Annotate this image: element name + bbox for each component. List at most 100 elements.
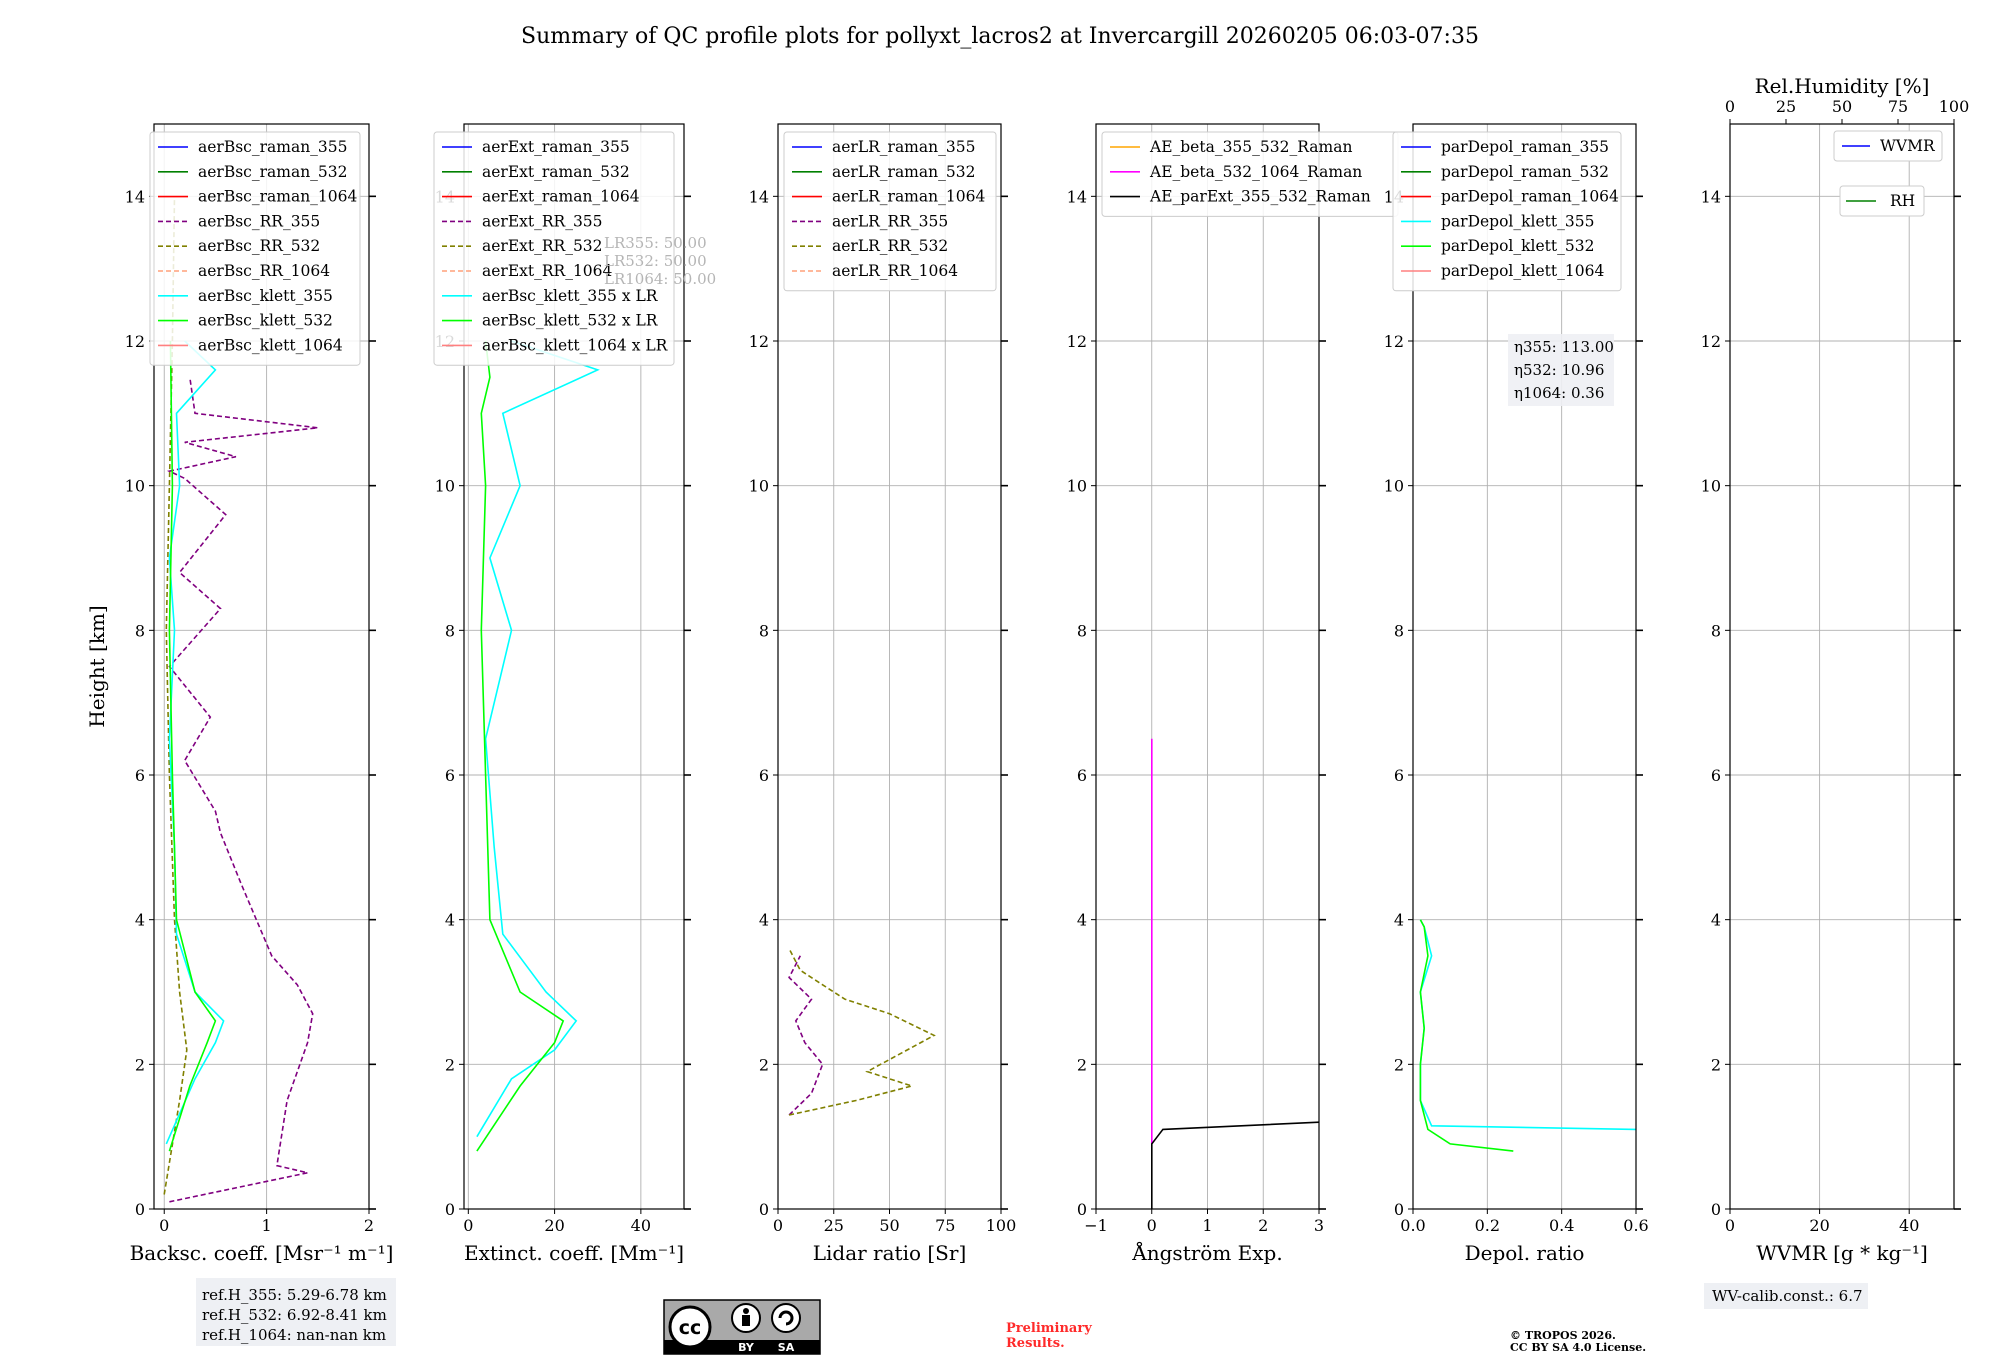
y-tick-label: 10	[749, 477, 769, 496]
y-tick-label: 6	[135, 766, 145, 785]
legend-label-RH: RH	[1890, 192, 1915, 210]
axes-frame	[1412, 123, 1637, 1210]
x-tick-label: 75	[935, 1216, 955, 1235]
figure-title: Summary of QC profile plots for pollyxt_…	[521, 24, 1479, 49]
series-line-aerLR_RR_355	[788, 955, 824, 1116]
series-line-aerLR_RR_532	[788, 948, 936, 1116]
y-tick-label: 6	[759, 766, 769, 785]
y-tick-label: 6	[1077, 766, 1087, 785]
legend-label-aerLR_RR_532: aerLR_RR_532	[832, 237, 948, 255]
y-tick-label: 4	[759, 911, 769, 930]
axes-frame	[1729, 123, 1955, 1210]
wv-calib-box: WV-calib.const.: 6.7	[1704, 1283, 1868, 1309]
legend-label-aerBsc_raman_1064: aerBsc_raman_1064	[198, 188, 358, 206]
ref-h-355: ref.H_355: 5.29-6.78 km	[202, 1286, 387, 1304]
legend-label-aerLR_RR_1064: aerLR_RR_1064	[832, 262, 958, 280]
panel-lidar-ratio: 0 2 4 6 8 10 12 14 0 25 50 75 100 Lidar ratio [Sr] aer…	[749, 123, 1016, 1265]
legend-label-aerExt_RR_355: aerExt_RR_355	[482, 212, 603, 230]
share-alike-arrow	[778, 1310, 794, 1326]
y-tick-label: 10	[1067, 477, 1087, 496]
legend-label-AE_beta_355_532_Raman: AE_beta_355_532_Raman	[1149, 138, 1352, 156]
legend-label-aerBsc_klett_532: aerBsc_klett_532	[198, 312, 333, 330]
top-x-tick-label: 100	[1939, 97, 1970, 116]
y-tick-label: 0	[759, 1200, 769, 1219]
share-alike-icon	[771, 1303, 801, 1333]
y-tick-label: 0	[135, 1200, 145, 1219]
panel-wvmr: 0 2 4 6 8 10 12 14 0 20 40 WVMR [g * kg⁻¹] 0 25 50 75 10…	[1701, 74, 1970, 1265]
preliminary-line2: Results.	[1006, 1336, 1065, 1351]
legend-label-aerBsc_RR_532: aerBsc_RR_532	[198, 237, 320, 255]
legend-box	[1839, 185, 1925, 217]
y-tick-label: 0	[1711, 1200, 1721, 1219]
legend-label-AE_beta_532_1064_Raman: AE_beta_532_1064_Raman	[1149, 163, 1362, 181]
y-tick-label: 6	[1711, 766, 1721, 785]
x-tick-label: 0.0	[1400, 1216, 1425, 1235]
y-tick-label: 12	[1384, 332, 1404, 351]
legend-label-aerBsc_RR_355: aerBsc_RR_355	[198, 212, 320, 230]
eta-annotation: η355: 113.00	[1514, 338, 1614, 356]
legend-label-aerExt_RR_532: aerExt_RR_532	[482, 237, 603, 255]
x-axis-label: Backsc. coeff. [Msr⁻¹ m⁻¹]	[130, 1241, 394, 1265]
x-tick-label: 40	[1899, 1216, 1919, 1235]
series-line-aerBsc_klett_355 x LR	[476, 340, 600, 1138]
axes-frame	[463, 123, 685, 1210]
top-x-tick-label: 25	[1776, 97, 1796, 116]
lr-annotation: LR532: 50.00	[604, 252, 707, 270]
y-axis-label: Height [km]	[85, 605, 109, 727]
legend-label-parDepol_klett_1064: parDepol_klett_1064	[1441, 262, 1604, 280]
x-axis-label: Ångström Exp.	[1131, 1240, 1282, 1265]
legend-label-parDepol_raman_355: parDepol_raman_355	[1441, 138, 1609, 156]
legend-box	[783, 131, 997, 292]
y-tick-label: 12	[749, 332, 769, 351]
x-tick-label: 1	[262, 1216, 272, 1235]
series-line-aerBsc_klett_355	[165, 340, 225, 1145]
legend-label-aerLR_raman_355: aerLR_raman_355	[832, 138, 975, 156]
legend-label-parDepol_raman_1064: parDepol_raman_1064	[1441, 188, 1619, 206]
x-axis-label: Lidar ratio [Sr]	[813, 1241, 967, 1265]
wv-calib-const: WV-calib.const.: 6.7	[1712, 1287, 1863, 1305]
legend-label-aerBsc_klett_1064: aerBsc_klett_1064	[198, 336, 343, 354]
x-tick-label: 0	[463, 1216, 473, 1235]
y-tick-label: 8	[1077, 621, 1087, 640]
top-x-tick-label: 0	[1725, 97, 1735, 116]
x-tick-label: 20	[544, 1216, 564, 1235]
legend-label-aerBsc_raman_532: aerBsc_raman_532	[198, 163, 348, 181]
y-tick-label: 2	[135, 1055, 145, 1074]
wv-calib-box-bg	[1704, 1283, 1868, 1309]
y-tick-label: 12	[1067, 332, 1087, 351]
series-line-parDepol_klett_532	[1419, 919, 1514, 1152]
legend-label-aerBsc_raman_355: aerBsc_raman_355	[198, 138, 348, 156]
x-tick-label: 0	[1725, 1216, 1735, 1235]
y-tick-label: 2	[1711, 1055, 1721, 1074]
attribution-icon-head	[743, 1308, 749, 1314]
legend-label-aerBsc_klett_355: aerBsc_klett_355	[198, 287, 333, 305]
cc-icon-label: cc	[679, 1317, 702, 1339]
series-line-parDepol_klett_355	[1419, 919, 1637, 1131]
y-tick-label: 0	[1077, 1200, 1087, 1219]
x-tick-label: −1	[1084, 1216, 1108, 1235]
legend-box	[1392, 131, 1622, 292]
legend-label-aerLR_raman_1064: aerLR_raman_1064	[832, 188, 985, 206]
y-tick-label: 4	[1394, 911, 1404, 930]
series-line-aerBsc_RR_532	[163, 196, 188, 1195]
lr-annotation: LR355: 50.00	[604, 234, 707, 252]
ref-h-532: ref.H_532: 6.92-8.41 km	[202, 1306, 387, 1324]
x-tick-label: 0	[1147, 1216, 1157, 1235]
y-tick-label: 14	[1067, 187, 1087, 206]
x-tick-label: 0.6	[1623, 1216, 1648, 1235]
preliminary-line1: Preliminary	[1006, 1321, 1092, 1336]
cc-license-badge: cc BY SA	[663, 1299, 821, 1355]
y-tick-label: 2	[759, 1055, 769, 1074]
eta-annotation: η532: 10.96	[1514, 361, 1604, 379]
legend-box	[1833, 130, 1943, 162]
top-x-tick-label: 50	[1832, 97, 1852, 116]
y-tick-label: 8	[759, 621, 769, 640]
legend-label-WVMR: WVMR	[1880, 137, 1936, 155]
legend-label-aerBsc_klett_1064 x LR: aerBsc_klett_1064 x LR	[482, 336, 669, 354]
ref-height-box-bg	[196, 1278, 396, 1346]
series-line-aerBsc_klett_532 x LR	[476, 340, 565, 1152]
y-tick-label: 8	[445, 621, 455, 640]
